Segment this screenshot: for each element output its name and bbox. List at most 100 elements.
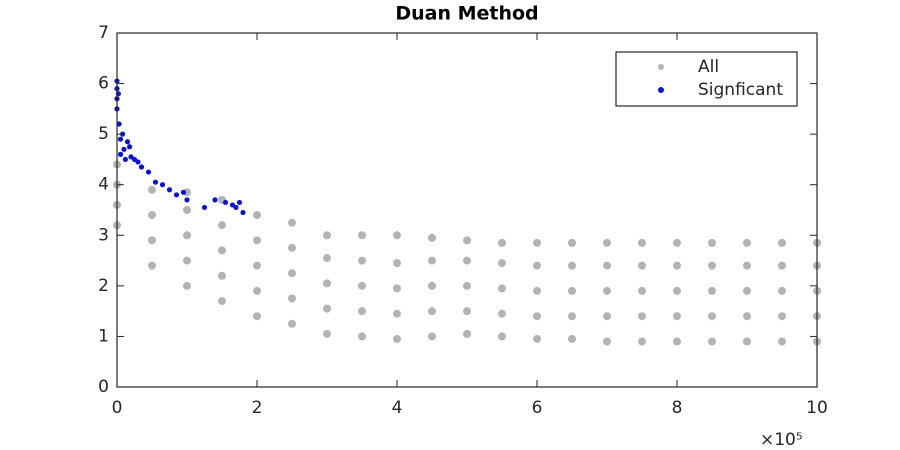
y-tick-label: 2 bbox=[98, 276, 109, 296]
x-tick-label: 6 bbox=[532, 398, 543, 418]
scatter-point bbox=[743, 261, 751, 270]
y-tick-label: 1 bbox=[98, 326, 109, 346]
scatter-point bbox=[568, 238, 576, 247]
scatter-point bbox=[323, 231, 331, 240]
scatter-point bbox=[708, 261, 716, 270]
scatter-point bbox=[638, 337, 646, 346]
scatter-point bbox=[673, 312, 681, 321]
scatter-point bbox=[201, 204, 208, 211]
scatter-point bbox=[428, 233, 436, 242]
y-tick-label: 5 bbox=[98, 124, 109, 144]
scatter-point bbox=[212, 197, 218, 203]
scatter-point bbox=[358, 332, 366, 341]
scatter-point bbox=[253, 286, 261, 295]
scatter-point bbox=[183, 231, 191, 240]
scatter-point bbox=[463, 307, 471, 316]
scatter-point bbox=[148, 185, 156, 194]
scatter-point bbox=[218, 297, 226, 306]
x-tick-label: 10 bbox=[806, 398, 828, 418]
x-tick-label: 0 bbox=[112, 398, 123, 418]
scatter-point bbox=[253, 312, 261, 321]
scatter-point bbox=[180, 189, 187, 195]
scatter-point bbox=[135, 159, 141, 165]
scatter-point bbox=[708, 337, 716, 346]
scatter-point bbox=[708, 286, 716, 295]
scatter-point bbox=[778, 286, 786, 295]
axes-box bbox=[116, 32, 818, 388]
scatter-point bbox=[358, 307, 366, 316]
scatter-point bbox=[778, 337, 786, 346]
scatter-point bbox=[183, 281, 191, 290]
scatter-point bbox=[463, 236, 471, 245]
scatter-point bbox=[673, 238, 681, 247]
scatter-point bbox=[393, 231, 401, 240]
scatter-point bbox=[498, 259, 506, 268]
scatter-point bbox=[708, 238, 716, 247]
scatter-point bbox=[148, 261, 156, 270]
scatter-point bbox=[743, 238, 751, 247]
legend-marker bbox=[658, 64, 664, 70]
scatter-point bbox=[568, 261, 576, 270]
scatter-point bbox=[638, 312, 646, 321]
scatter-point bbox=[116, 121, 122, 127]
scatter-point bbox=[218, 221, 226, 230]
scatter-point bbox=[743, 337, 751, 346]
scatter-point bbox=[568, 286, 576, 295]
scatter-point bbox=[323, 279, 331, 288]
scatter-point bbox=[533, 261, 541, 270]
scatter-point bbox=[533, 334, 541, 343]
scatter-point bbox=[117, 151, 124, 157]
scatter-point bbox=[236, 199, 243, 206]
scatter-point bbox=[778, 312, 786, 321]
x-tick-label: 8 bbox=[672, 398, 683, 418]
x-tick-label: 2 bbox=[252, 398, 263, 418]
scatter-point bbox=[145, 169, 152, 175]
scatter-point bbox=[166, 187, 173, 193]
scatter-point bbox=[148, 211, 156, 220]
scatter-point bbox=[498, 309, 506, 318]
scatter-point bbox=[240, 209, 246, 216]
scatter-point bbox=[428, 256, 436, 265]
x-exponent-label: ×10⁵ bbox=[760, 430, 803, 450]
scatter-point bbox=[218, 271, 226, 280]
scatter-point bbox=[603, 238, 611, 247]
scatter-point bbox=[568, 312, 576, 321]
scatter-point bbox=[323, 304, 331, 313]
scatter-point bbox=[358, 256, 366, 265]
scatter-point bbox=[708, 312, 716, 321]
scatter-point bbox=[288, 243, 296, 252]
scatter-point bbox=[463, 281, 471, 290]
scatter-point bbox=[743, 312, 751, 321]
scatter-point bbox=[124, 139, 131, 145]
y-tick-label: 4 bbox=[98, 175, 109, 195]
scatter-point bbox=[218, 246, 226, 255]
scatter-point bbox=[603, 312, 611, 321]
scatter-point bbox=[638, 261, 646, 270]
scatter-point bbox=[173, 192, 180, 198]
scatter-point bbox=[743, 286, 751, 295]
scatter-point bbox=[568, 334, 576, 343]
scatter-point bbox=[253, 236, 261, 245]
scatter-point bbox=[358, 281, 366, 290]
scatter-point bbox=[288, 294, 296, 303]
scatter-point bbox=[638, 238, 646, 247]
scatter-point bbox=[428, 307, 436, 316]
scatter-point bbox=[603, 286, 611, 295]
scatter-point bbox=[323, 254, 331, 263]
scatter-point bbox=[673, 286, 681, 295]
scatter-point bbox=[222, 199, 229, 206]
scatter-point bbox=[673, 337, 681, 346]
chart-title: Duan Method bbox=[395, 3, 538, 25]
scatter-point bbox=[152, 179, 159, 185]
scatter-point bbox=[393, 309, 401, 318]
scatter-point bbox=[183, 206, 191, 214]
scatter-point bbox=[358, 231, 366, 240]
scatter-point bbox=[428, 332, 436, 341]
scatter-point bbox=[288, 218, 296, 227]
scatter-point bbox=[428, 281, 436, 290]
scatter-point bbox=[498, 284, 506, 293]
scatter-point bbox=[533, 312, 541, 321]
scatter-point bbox=[122, 156, 128, 163]
scatter-point bbox=[159, 182, 166, 188]
